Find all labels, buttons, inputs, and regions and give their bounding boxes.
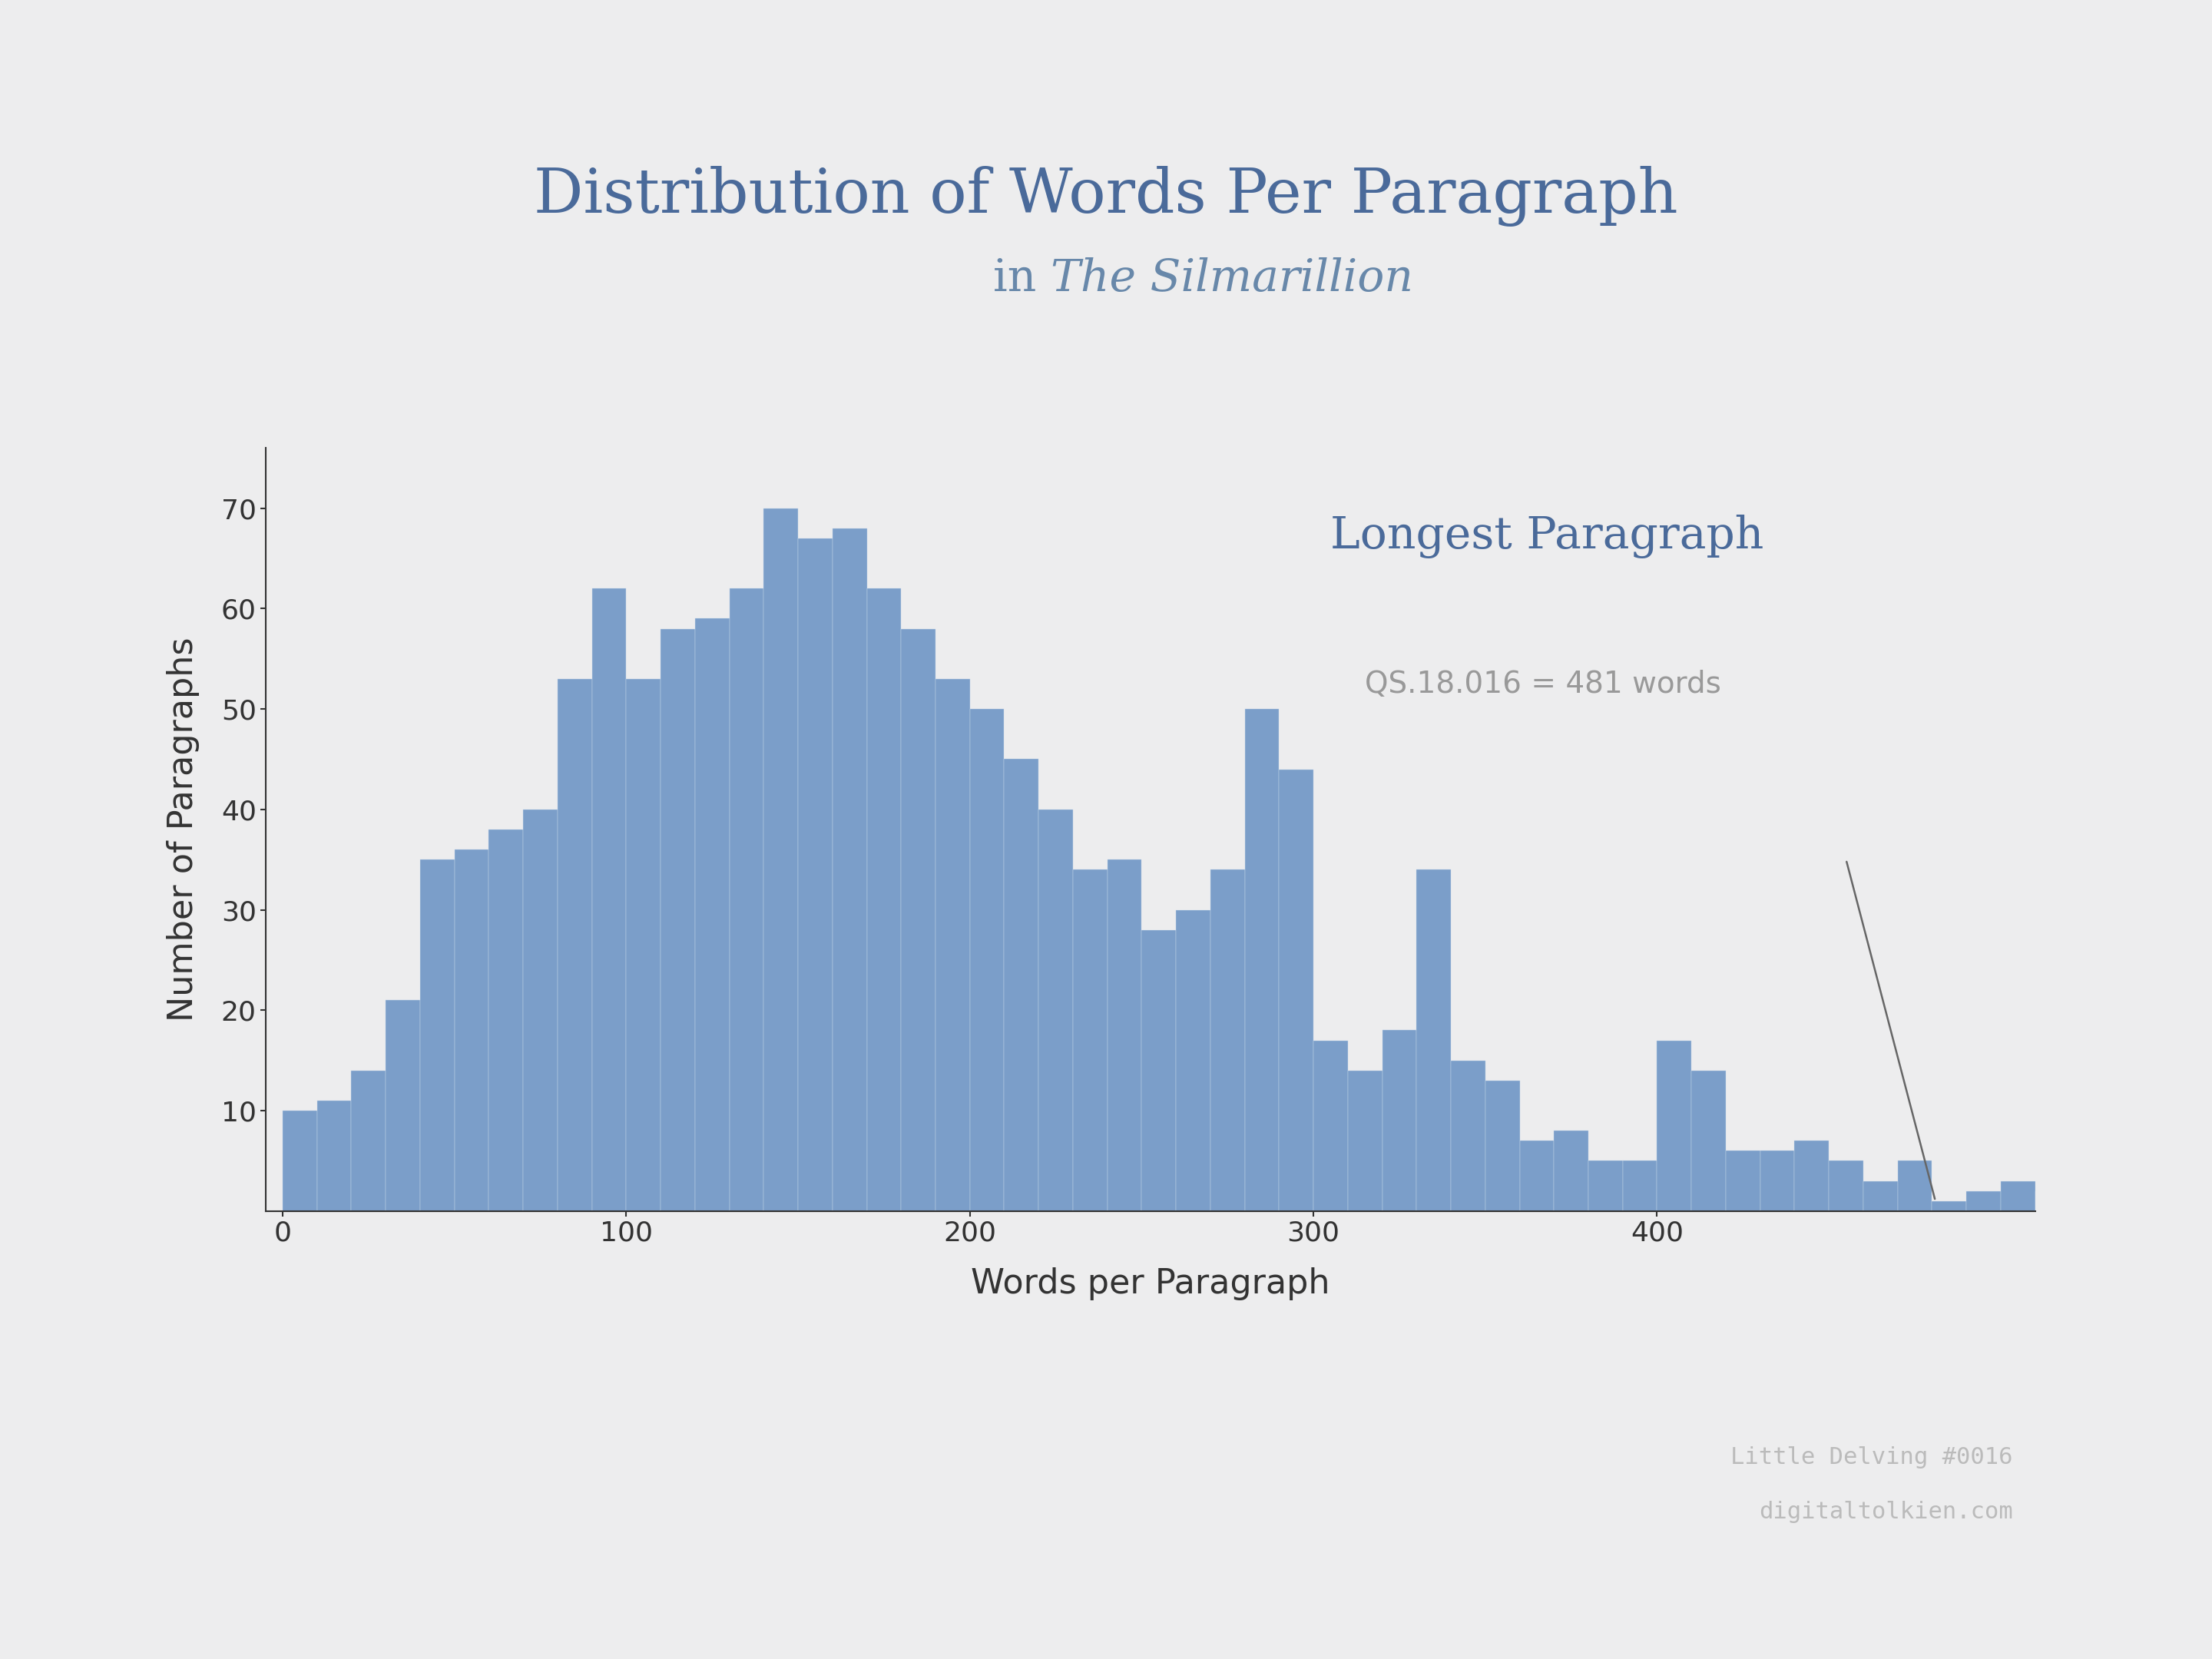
Bar bbox=[1314, 1040, 1347, 1211]
Bar bbox=[1692, 1070, 1725, 1211]
Bar bbox=[1108, 859, 1141, 1211]
Bar bbox=[1794, 1141, 1829, 1211]
Bar bbox=[867, 589, 900, 1211]
Bar bbox=[593, 589, 626, 1211]
Bar bbox=[2104, 1201, 2139, 1211]
Bar bbox=[1141, 931, 1177, 1211]
Bar bbox=[1520, 1141, 1555, 1211]
Text: digitaltolkien.com: digitaltolkien.com bbox=[1759, 1501, 2013, 1523]
Bar bbox=[799, 538, 832, 1211]
Bar bbox=[2139, 1191, 2172, 1211]
Bar bbox=[1245, 708, 1279, 1211]
Bar bbox=[1657, 1040, 1692, 1211]
Bar bbox=[1484, 1080, 1520, 1211]
Text: Little Delving #0016: Little Delving #0016 bbox=[1730, 1447, 2013, 1468]
Bar bbox=[695, 619, 730, 1211]
Bar bbox=[1898, 1161, 1931, 1211]
Bar bbox=[1624, 1161, 1657, 1211]
Bar bbox=[1555, 1131, 1588, 1211]
Bar bbox=[1761, 1151, 1794, 1211]
Text: Longest Paragraph: Longest Paragraph bbox=[1332, 514, 1765, 559]
Bar bbox=[1073, 869, 1108, 1211]
Bar bbox=[2070, 1201, 2104, 1211]
Bar bbox=[1829, 1161, 1863, 1211]
Bar bbox=[489, 830, 524, 1211]
Bar bbox=[1040, 810, 1073, 1211]
Bar bbox=[936, 679, 969, 1211]
Bar bbox=[900, 629, 936, 1211]
Y-axis label: Number of Paragraphs: Number of Paragraphs bbox=[166, 637, 199, 1022]
Bar bbox=[1279, 770, 1314, 1211]
Bar bbox=[385, 1000, 420, 1211]
Bar bbox=[832, 528, 867, 1211]
Bar bbox=[420, 859, 453, 1211]
Bar bbox=[1004, 760, 1040, 1211]
Bar bbox=[1725, 1151, 1761, 1211]
Bar bbox=[1382, 1030, 1416, 1211]
Bar bbox=[763, 508, 799, 1211]
Bar bbox=[969, 708, 1004, 1211]
Text: The Silmarillion: The Silmarillion bbox=[1051, 257, 1413, 300]
Bar bbox=[1931, 1201, 1966, 1211]
Bar bbox=[352, 1070, 385, 1211]
Bar bbox=[316, 1100, 352, 1211]
Bar bbox=[1588, 1161, 1624, 1211]
X-axis label: Words per Paragraph: Words per Paragraph bbox=[971, 1267, 1329, 1301]
Bar bbox=[1966, 1191, 2000, 1211]
Bar bbox=[2035, 1191, 2070, 1211]
Bar bbox=[283, 1110, 316, 1211]
Bar bbox=[1451, 1060, 1484, 1211]
Bar bbox=[453, 849, 489, 1211]
Text: QS.18.016 = 481 words: QS.18.016 = 481 words bbox=[1365, 670, 1721, 698]
Text: Distribution of Words Per Paragraph: Distribution of Words Per Paragraph bbox=[533, 166, 1679, 227]
Bar bbox=[626, 679, 661, 1211]
Bar bbox=[730, 589, 763, 1211]
Bar bbox=[1347, 1070, 1382, 1211]
Bar bbox=[1863, 1181, 1898, 1211]
Bar bbox=[557, 679, 593, 1211]
Bar bbox=[2208, 1201, 2212, 1211]
Bar bbox=[524, 810, 557, 1211]
Bar bbox=[1177, 909, 1210, 1211]
Bar bbox=[1416, 869, 1451, 1211]
Bar bbox=[1210, 869, 1245, 1211]
Text: in: in bbox=[993, 257, 1051, 300]
Bar bbox=[2172, 1201, 2208, 1211]
Bar bbox=[661, 629, 695, 1211]
Bar bbox=[2000, 1181, 2035, 1211]
